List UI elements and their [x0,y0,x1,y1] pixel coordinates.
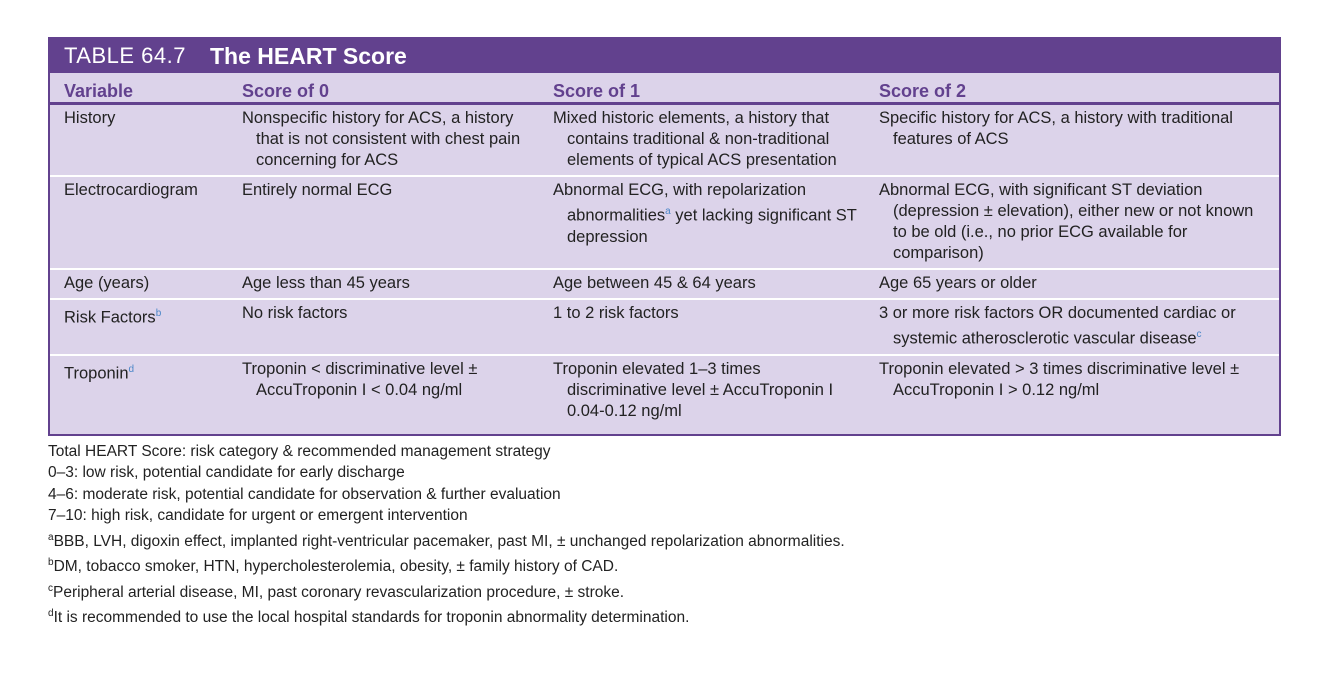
cell-text: Troponin elevated > 3 times discriminati… [879,359,1240,399]
table-row: Electrocardiogram Entirely normal ECG Ab… [50,176,1279,270]
row-variable: Troponind [50,355,234,434]
heart-score-table: Variable Score of 0 Score of 1 Score of … [50,73,1279,434]
cell-text: Specific history for ACS, a history with… [879,109,1233,148]
table-notes: Total HEART Score: risk category & recom… [48,441,1281,630]
table-row: Troponind Troponin < discriminative leve… [50,355,1279,434]
cell-text: Entirely normal ECG [242,181,393,199]
footnote-text: Peripheral arterial disease, MI, past co… [53,583,625,601]
row-score-2: Specific history for ACS, a history with… [871,103,1279,177]
cell-text: No risk factors [242,304,348,322]
footnote-mark: a [48,531,54,543]
table-label: TABLE 64.7 [64,43,186,68]
cell-text: Abnormal ECG, with significant ST deviat… [879,181,1254,262]
cell-text: Age between 45 & 64 years [553,274,756,292]
note-line: 4–6: moderate risk, potential candidate … [48,485,561,503]
row-variable: Electrocardiogram [50,176,234,270]
footnote-mark: b [155,308,162,319]
variable-label: Troponin [64,364,129,382]
table-row: Age (years) Age less than 45 years Age b… [50,269,1279,300]
footnote-mark: b [48,557,54,569]
row-score-0: Nonspecific history for ACS, a history t… [234,103,545,177]
row-score-1: Mixed historic elements, a history that … [545,103,871,177]
row-variable: History [50,103,234,177]
row-score-1: 1 to 2 risk factors [545,299,871,356]
row-variable: Age (years) [50,269,234,300]
note-line: 0–3: low risk, potential candidate for e… [48,464,405,481]
cell-text: Troponin elevated 1–3 times discriminati… [553,359,834,420]
footnote-text: BBB, LVH, digoxin effect, implanted righ… [53,532,845,550]
footnote: dIt is recommended to use the local hosp… [48,603,1281,629]
footnote: bDM, tobacco smoker, HTN, hypercholester… [48,552,1281,578]
cell-text: 3 or more risk factors OR documented car… [879,303,1271,350]
row-score-2: 3 or more risk factors OR documented car… [871,299,1279,356]
row-score-1: Troponin elevated 1–3 times discriminati… [545,355,871,434]
footnote-mark: c [1196,329,1202,340]
footnote-mark: d [48,608,54,620]
table-row: Risk Factorsb No risk factors 1 to 2 ris… [50,299,1279,356]
cell-text-part: 3 or more risk factors OR documented car… [879,304,1236,348]
cell-text: Troponin < discriminative level ± AccuTr… [242,359,478,399]
row-score-1: Abnormal ECG, with repolarization abnorm… [545,176,871,270]
header-score-2: Score of 2 [871,73,1279,105]
table-header-row: Variable Score of 0 Score of 1 Score of … [50,73,1279,105]
row-variable: Risk Factorsb [50,299,234,356]
row-score-0: No risk factors [234,299,545,356]
cell-text: Age 65 years or older [879,274,1037,292]
heart-score-document: TABLE 64.7 The HEART Score Variable Scor… [48,37,1281,629]
footnote-text: DM, tobacco smoker, HTN, hypercholestero… [53,558,619,576]
cell-text: Age less than 45 years [242,274,410,292]
row-score-0: Entirely normal ECG [234,176,545,270]
footnote-text: It is recommended to use the local hospi… [53,609,690,627]
footnote: aBBB, LVH, digoxin effect, implanted rig… [48,527,1281,553]
header-score-0: Score of 0 [234,73,545,105]
row-score-0: Age less than 45 years [234,269,545,300]
header-variable: Variable [50,73,234,105]
table-title-bar: TABLE 64.7 The HEART Score [50,39,1279,73]
footnote-mark: a [665,206,671,217]
cell-text: Mixed historic elements, a history that … [553,109,837,169]
cell-text: 1 to 2 risk factors [553,304,679,322]
table-row: History Nonspecific history for ACS, a h… [50,103,1279,177]
header-score-1: Score of 1 [545,73,871,105]
note-line: 7–10: high risk, candidate for urgent or… [48,507,468,524]
cell-text-part: Abnormal ECG, with repolarization abnorm… [553,181,807,225]
cell-text-part: yet lacking significant ST depression [567,206,857,246]
cell-text: Nonspecific history for ACS, a history t… [242,109,521,169]
cell-text: Abnormal ECG, with repolarization abnorm… [553,180,863,248]
footnote-mark: d [128,363,135,375]
variable-label: Risk Factors [64,308,156,327]
row-score-2: Abnormal ECG, with significant ST deviat… [871,176,1279,270]
heart-score-table-box: TABLE 64.7 The HEART Score Variable Scor… [48,37,1281,436]
table-name: The HEART Score [210,42,407,69]
row-score-1: Age between 45 & 64 years [545,269,871,300]
footnote: cPeripheral arterial disease, MI, past c… [48,578,1281,604]
row-score-0: Troponin < discriminative level ± AccuTr… [234,355,545,434]
row-score-2: Troponin elevated > 3 times discriminati… [871,355,1279,434]
note-line: Total HEART Score: risk category & recom… [48,442,551,460]
row-score-2: Age 65 years or older [871,269,1279,300]
footnote-mark: c [48,582,53,594]
